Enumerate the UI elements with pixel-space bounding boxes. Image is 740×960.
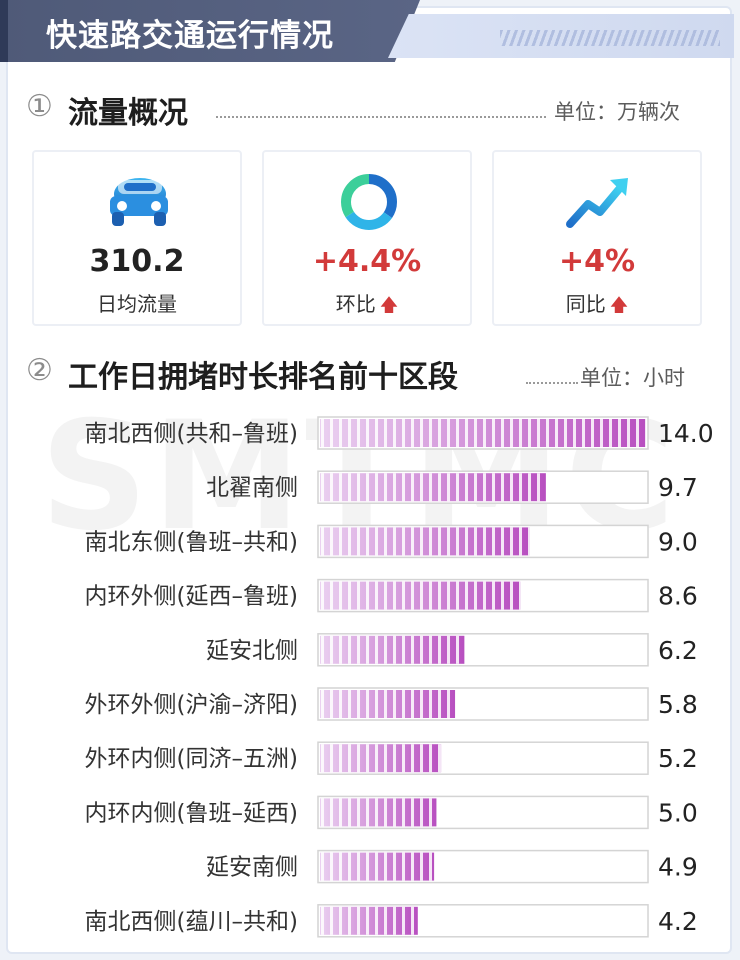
bar-value-label: 9.7 [658,473,698,502]
kpi-label-yoy: 同比 🡅 [494,288,700,323]
bar-value-label: 6.2 [658,636,698,665]
bar-stripes [320,635,465,664]
bar-stripes [320,527,530,556]
bar-stripes [320,798,437,827]
bar-value-label: 9.0 [658,527,698,556]
bar-category-label: 南北西侧(共和–鲁班) [85,421,298,447]
bar-value-label: 4.9 [658,853,698,882]
car-icon [104,172,174,232]
section-number-1: ① [26,89,53,124]
kpi-label-daily-flow: 日均流量 [34,288,240,317]
kpi-label-text: 同比 [565,292,606,316]
bar-category-label: 内环内侧(鲁班–延西) [85,800,298,826]
bar-category-label: 北翟南侧 [206,475,298,501]
bar-value-label: 5.0 [658,798,698,827]
section-number-2: ② [26,353,53,388]
bar-stripes [320,906,418,935]
page-title: 快速路交通运行情况 [46,18,334,54]
up-arrow-icon: 🡅 [609,295,629,316]
bar-value-label: 5.8 [658,690,698,719]
bar-category-label: 外环内侧(同济–五洲) [85,746,298,772]
bar-stripes [320,852,435,881]
kpi-value-yoy: +4% [558,244,636,279]
bar-value-label: 4.2 [658,907,698,936]
bar-stripes [320,690,456,718]
unit-label-vehicles: 单位：万辆次 [554,100,680,124]
section-title-traffic-overview: 流量概况 [68,96,188,131]
kpi-label-text: 日均流量 [97,292,177,316]
bar-category-label: 内环外侧(延西–鲁班) [85,584,298,610]
title-banner [0,0,420,62]
bar-stripes [320,473,546,502]
bar-stripes [320,744,442,773]
bar-category-label: 外环外侧(沪渝–济阳) [85,692,298,718]
decorative-stripe-bar [388,14,734,58]
kpi-card-daily-flow: 310.2 日均流量 [32,150,242,326]
donut-icon [334,172,404,232]
trend-up-icon [564,172,634,232]
dotted-divider [526,382,578,384]
bar-category-label: 南北东侧(鲁班–共和) [85,529,298,555]
bar-value-label: 14.0 [658,419,714,448]
section-header-congestion: ② 工作日拥堵时长排名前十区段 单位：小时 [26,352,716,396]
bar-category-label: 南北西侧(蕴川–共和) [85,909,298,935]
dotted-divider [216,116,546,118]
bar-category-label: 延安南侧 [206,855,298,881]
up-arrow-icon: 🡅 [379,295,399,316]
bar-value-label: 8.6 [658,582,698,611]
bar-value-label: 5.2 [658,744,698,773]
bar-stripes [320,419,646,447]
bar-stripes [320,581,521,610]
kpi-label-text: 环比 [335,292,376,316]
bar-category-label: 延安北侧 [206,638,298,664]
unit-label-hours: 单位：小时 [580,366,685,390]
kpi-card-yoy: +4% 同比 🡅 [492,150,702,326]
section-header-traffic-overview: ① 流量概况 单位：万辆次 [26,88,716,132]
banner-accent [0,0,8,62]
kpi-label-mom: 环比 🡅 [264,288,470,323]
kpi-value-mom: +4.4% [312,244,422,279]
decorative-stripes [500,30,720,46]
congestion-bar-chart: 南北西侧(共和–鲁班) 14.0 北翟南侧 9.7 南北东侧(鲁班–共和) 9.0 内环外侧… [85,416,714,938]
kpi-value-daily-flow: 310.2 [89,244,185,279]
kpi-card-mom: +4.4% 环比 🡅 [262,150,472,326]
section-title-congestion: 工作日拥堵时长排名前十区段 [68,360,458,395]
